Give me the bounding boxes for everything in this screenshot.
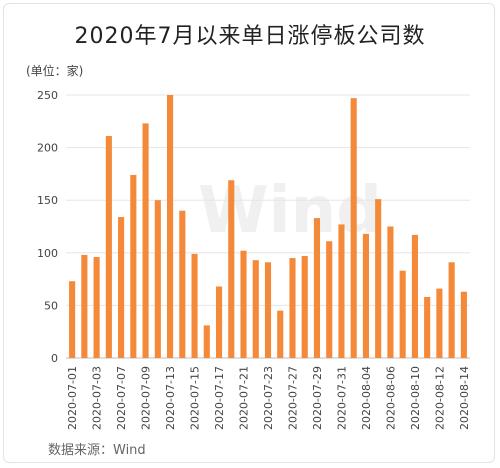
x-tick-label: 2020-07-15 [189,366,202,430]
bar [460,291,467,358]
bar [264,262,272,358]
x-tick-label: 2020-08-10 [409,366,422,430]
x-tick-label: 2020-07-31 [335,366,348,430]
unit-label: (单位：家) [26,64,84,78]
bar [252,260,259,358]
bar [228,180,235,358]
bar [338,224,345,358]
bar [411,234,418,358]
x-tick-label: 2020-08-06 [384,366,397,430]
bar [93,257,100,358]
bar [399,270,406,358]
bar [215,286,223,358]
x-tick-label: 2020-07-17 [213,366,226,430]
y-tick-label: 250 [37,89,58,102]
x-tick-label: 2020-08-14 [458,366,471,430]
bar [81,254,88,358]
x-tick-label: 2020-07-09 [140,366,153,430]
bar [105,136,112,358]
bar [289,258,296,358]
x-tick-label: 2020-07-13 [164,366,177,430]
x-tick-label: 2020-08-12 [433,366,446,430]
x-tick-label: 2020-07-03 [91,366,104,430]
x-tick-label: 2020-07-29 [311,366,324,430]
bar [167,95,174,358]
bar [375,199,382,358]
bar [326,241,333,358]
bar [203,325,210,358]
bar [179,210,186,358]
y-tick-label: 50 [44,299,58,312]
chart-frame [3,3,495,463]
x-tick-label: 2020-07-07 [115,366,128,430]
bar [448,262,455,358]
x-tick-label: 2020-08-04 [360,366,373,430]
bar [301,255,308,358]
bar [154,200,161,358]
y-tick-label: 100 [37,247,58,260]
bar [350,98,357,358]
source-note: 数据来源：Wind [48,443,146,458]
y-tick-label: 0 [51,352,58,365]
bar [436,288,443,358]
bar [277,310,284,358]
x-tick-label: 2020-07-27 [286,366,299,430]
x-tick-label: 2020-07-23 [262,366,275,430]
bar [69,281,76,358]
chart-title: 2020年7月以来单日涨停板公司数 [74,24,426,49]
x-tick-label: 2020-07-01 [66,366,79,430]
bar [142,123,149,359]
y-tick-label: 150 [37,194,58,207]
bar [362,233,369,358]
y-tick-label: 200 [37,142,58,155]
bar [191,253,198,358]
bar [313,218,321,358]
bar [118,217,125,358]
bar [130,174,137,358]
bar [387,226,394,358]
bar [424,296,431,358]
bar [240,250,247,358]
x-tick-label: 2020-07-21 [238,366,251,430]
